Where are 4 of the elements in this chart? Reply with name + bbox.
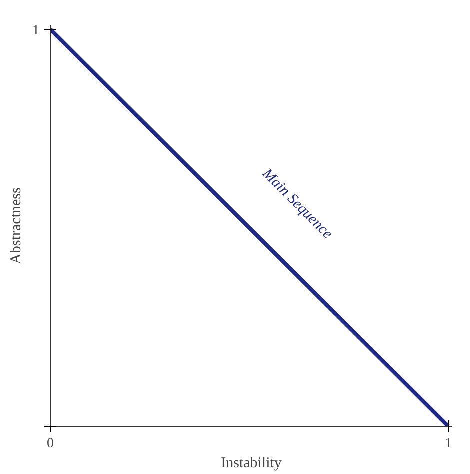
y-axis-title: Abstractness [8, 188, 24, 264]
text: 1 [32, 23, 40, 38]
x-tick-label: 0 [47, 436, 54, 452]
x-axis-title: Instability [221, 456, 282, 472]
